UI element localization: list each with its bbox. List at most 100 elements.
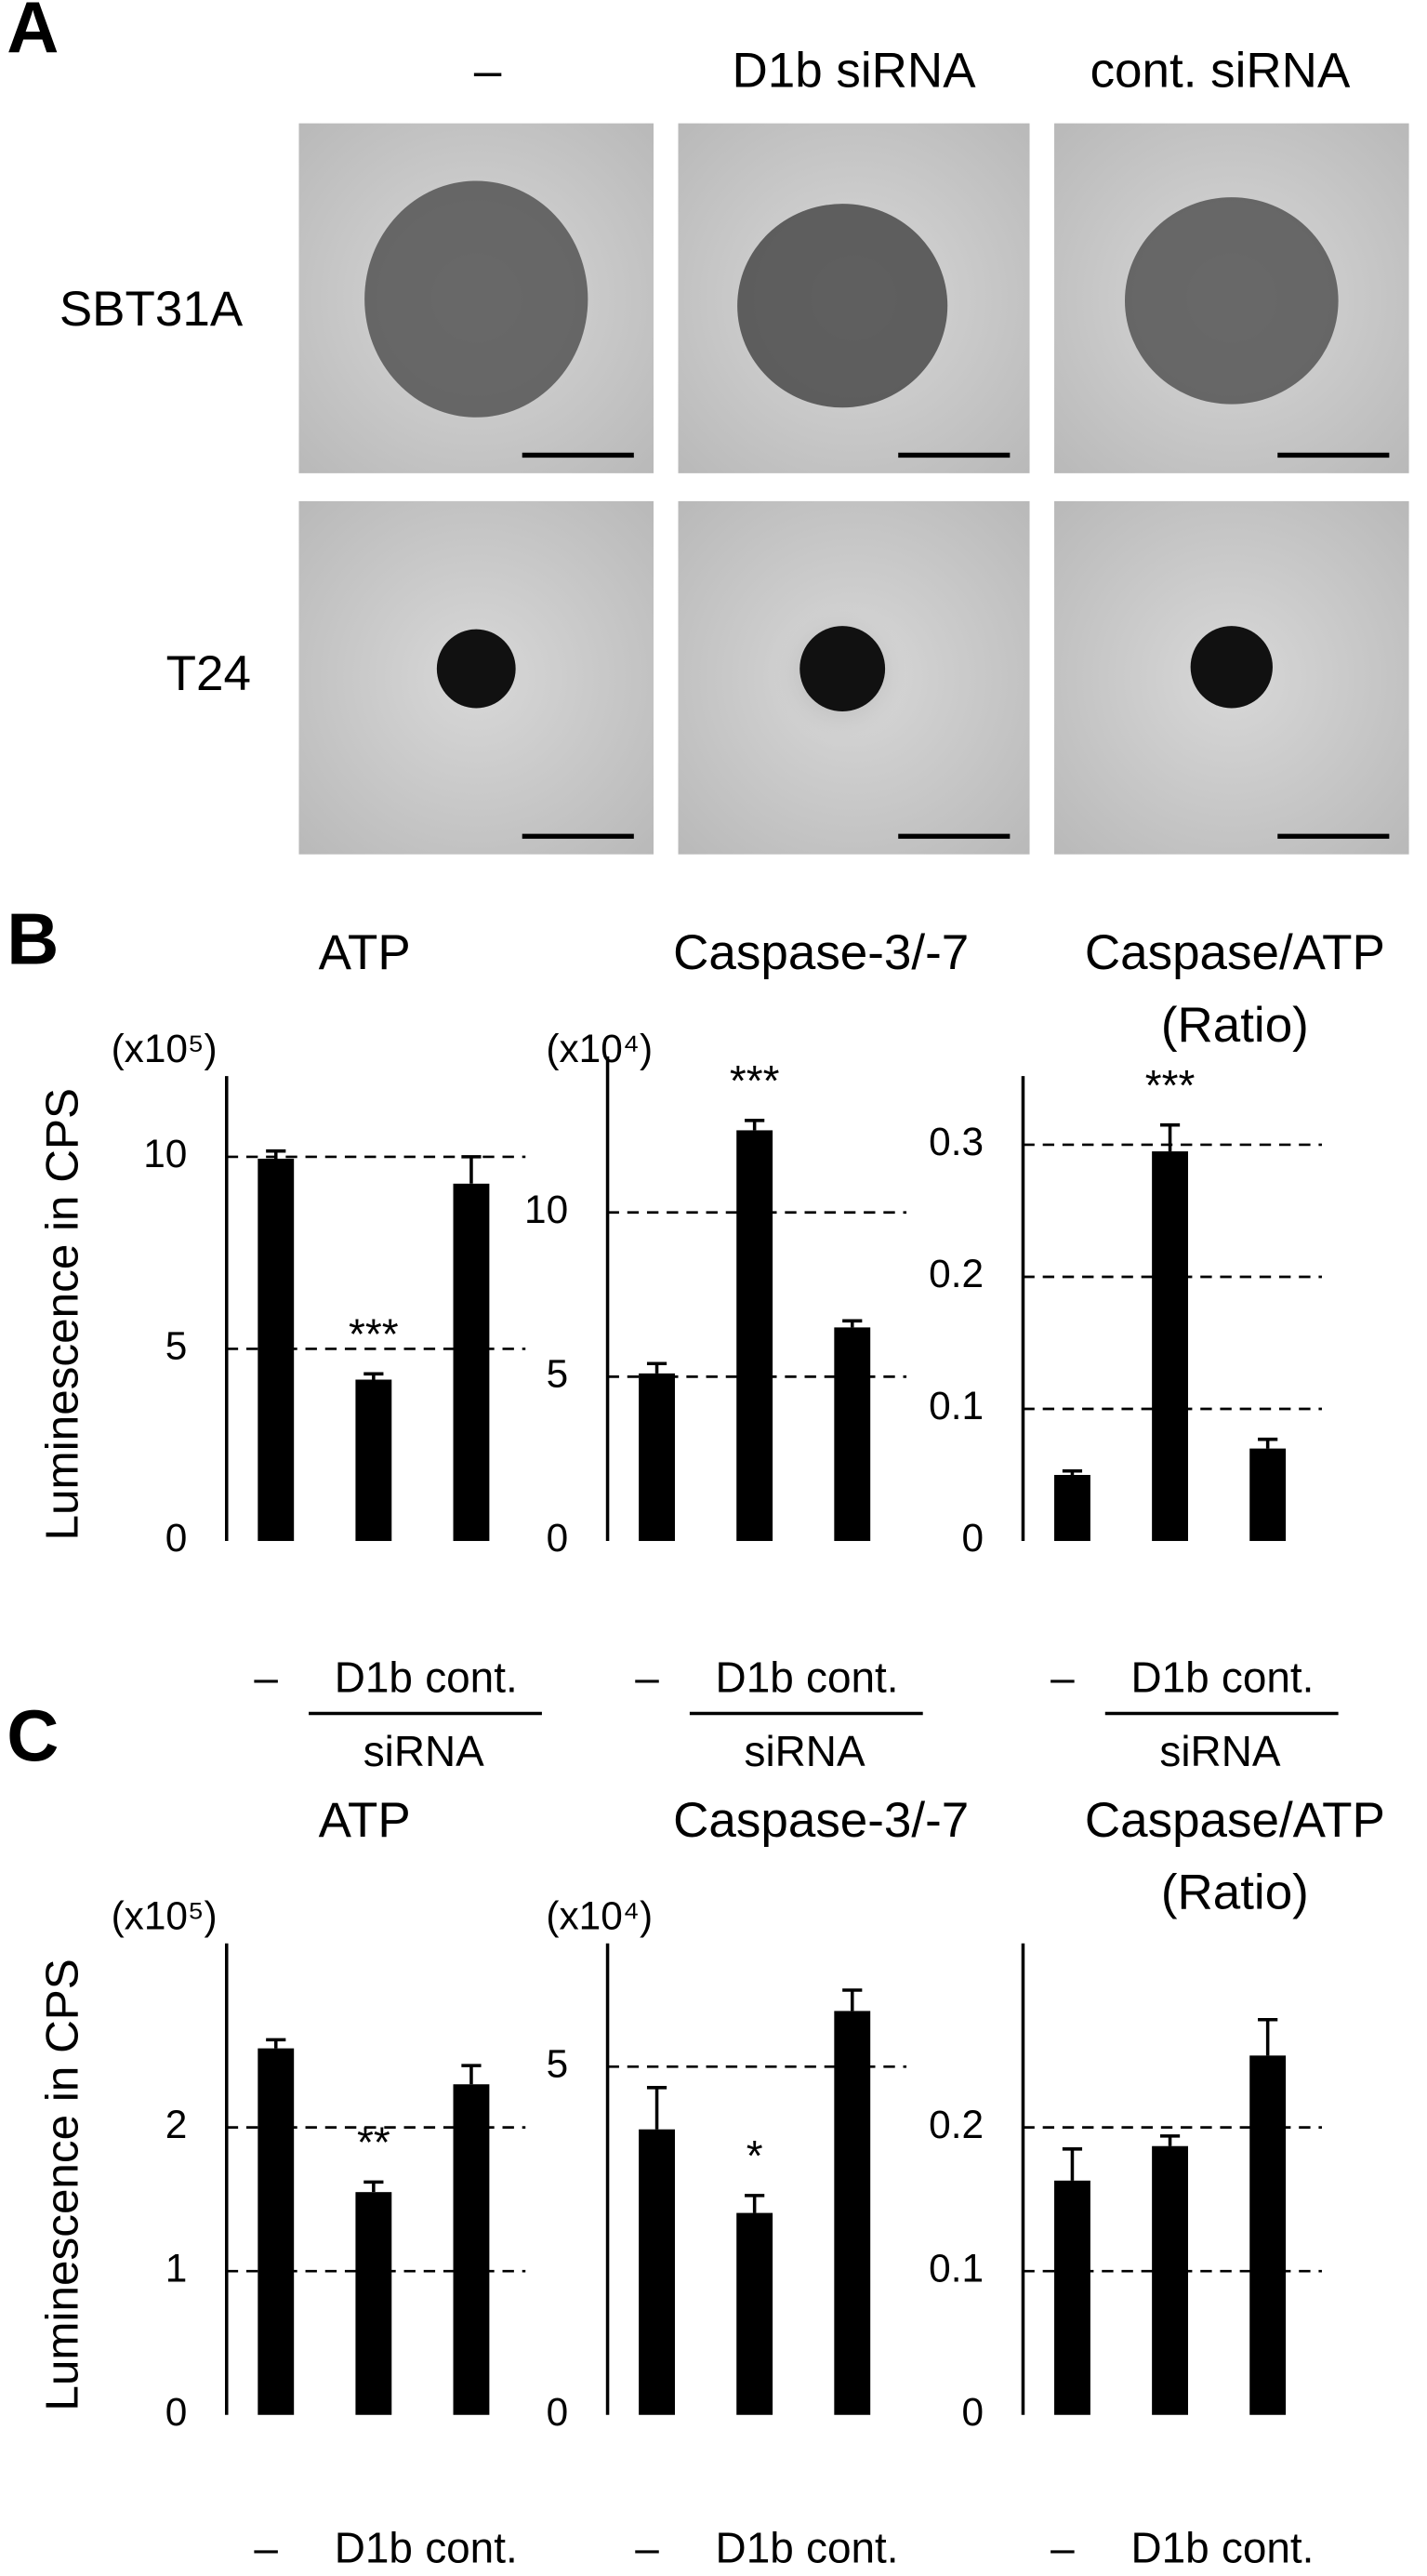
x-tick-label: – — [254, 1653, 278, 1701]
y-tick-label: 10 — [524, 1188, 568, 1231]
x-tick-label: D1b — [1130, 2523, 1209, 2571]
x-tick-label: D1b — [716, 1653, 794, 1701]
panel-label: B — [7, 899, 59, 979]
chart-subtitle: (Ratio) — [1161, 998, 1309, 1053]
significance: * — [747, 2131, 763, 2180]
panel-label: A — [7, 0, 59, 68]
spheroid — [436, 629, 516, 709]
error-bar — [1258, 2017, 1278, 2056]
y-tick-label: 0 — [961, 2390, 984, 2434]
group-label: siRNA — [744, 1727, 865, 1775]
y-tick-label: 0 — [547, 1516, 569, 1560]
group-label: siRNA — [363, 1727, 484, 1775]
chart-title: ATP — [319, 1793, 411, 1848]
x-tick-label: cont. — [806, 1653, 899, 1701]
y-tick-label: 5 — [547, 2042, 569, 2086]
bar — [355, 2192, 392, 2415]
y-tick-label: 0.2 — [929, 2103, 984, 2146]
spheroid — [364, 180, 588, 418]
bar — [453, 1183, 490, 1542]
row-label: T24 — [166, 646, 251, 701]
chart-title: Caspase/ATP — [1085, 1793, 1385, 1848]
significance: *** — [1145, 1061, 1196, 1109]
bar — [1152, 2145, 1188, 2415]
x-tick-label: – — [635, 1653, 659, 1701]
bar — [736, 1130, 773, 1542]
bar — [453, 2084, 490, 2415]
x-tick-label: D1b — [335, 1653, 413, 1701]
spheroid — [1190, 626, 1273, 709]
y-tick-label: 0 — [165, 1516, 188, 1560]
spheroid — [799, 626, 886, 711]
group-label: siRNA — [1159, 1727, 1280, 1775]
y-tick-label: 0 — [165, 2390, 188, 2434]
bar — [1152, 1151, 1188, 1542]
y-tick-label: 2 — [165, 2103, 188, 2146]
x-tick-label: cont. — [1222, 2523, 1315, 2571]
error-bar — [363, 1372, 384, 1380]
y-axis-label: Luminescence in CPS — [37, 1959, 88, 2410]
panel-label: C — [7, 1696, 59, 1776]
error-bar — [745, 2194, 765, 2213]
chart-subtitle: (Ratio) — [1161, 1866, 1309, 1920]
bar — [639, 1373, 675, 1542]
bar — [834, 2011, 871, 2415]
x-tick-label: – — [1050, 2523, 1075, 2571]
chart-title: ATP — [319, 925, 411, 980]
chart-title: Caspase/ATP — [1085, 925, 1385, 980]
x-tick-label: cont. — [1222, 1653, 1315, 1701]
y-tick-label: 0.1 — [929, 1384, 984, 1427]
error-bar — [266, 1149, 286, 1159]
x-tick-label: cont. — [806, 2523, 899, 2571]
error-bar — [1159, 1122, 1181, 1152]
error-bar — [1062, 1468, 1083, 1476]
bar — [258, 1158, 295, 1542]
y-tick-label: 5 — [165, 1324, 188, 1368]
bar — [834, 1327, 871, 1542]
bar — [736, 2212, 773, 2415]
error-bar — [1062, 2147, 1083, 2181]
significance: *** — [349, 1310, 399, 1359]
axis-unit: (x10⁵) — [112, 1894, 218, 1938]
error-bar — [363, 2180, 384, 2193]
x-tick-label: – — [1050, 1653, 1075, 1701]
y-tick-label: 1 — [165, 2246, 188, 2290]
bar — [1054, 1475, 1090, 1542]
error-bar — [646, 1361, 667, 1374]
y-tick-label: 0.1 — [929, 2246, 984, 2290]
y-axis-label: Luminescence in CPS — [37, 1088, 88, 1540]
bar — [355, 1379, 392, 1542]
row-label: SBT31A — [59, 282, 244, 337]
y-tick-label: 10 — [143, 1132, 187, 1175]
x-tick-label: cont. — [425, 1653, 518, 1701]
x-tick-label: D1b — [1130, 1653, 1209, 1701]
error-bar — [1159, 2134, 1181, 2146]
error-bar — [842, 1319, 863, 1328]
spheroid — [737, 204, 948, 408]
axis-unit: (x10⁵) — [112, 1027, 218, 1070]
error-bar — [745, 1119, 765, 1131]
y-tick-label: 0.3 — [929, 1120, 984, 1163]
photo-grid — [298, 123, 1409, 855]
bar — [1054, 2180, 1090, 2415]
error-bar — [266, 2038, 286, 2049]
axis-unit: (x10⁴) — [546, 1027, 653, 1070]
column-header: D1b siRNA — [732, 44, 976, 99]
x-tick-label: – — [635, 2523, 659, 2571]
error-bar — [1258, 1437, 1278, 1449]
bar — [258, 2048, 295, 2415]
y-tick-label: 0.2 — [929, 1252, 984, 1295]
y-tick-label: 0 — [547, 2390, 569, 2434]
y-tick-label: 5 — [547, 1352, 569, 1396]
chart-title: Caspase-3/-7 — [673, 1793, 969, 1848]
error-bar — [842, 1988, 863, 2012]
column-header: cont. siRNA — [1090, 44, 1351, 99]
column-header: – — [474, 44, 502, 99]
spheroid — [1124, 197, 1339, 405]
error-bar — [461, 2064, 482, 2085]
error-bar — [461, 1155, 482, 1184]
bar — [639, 2129, 675, 2415]
bar — [1249, 1448, 1287, 1542]
